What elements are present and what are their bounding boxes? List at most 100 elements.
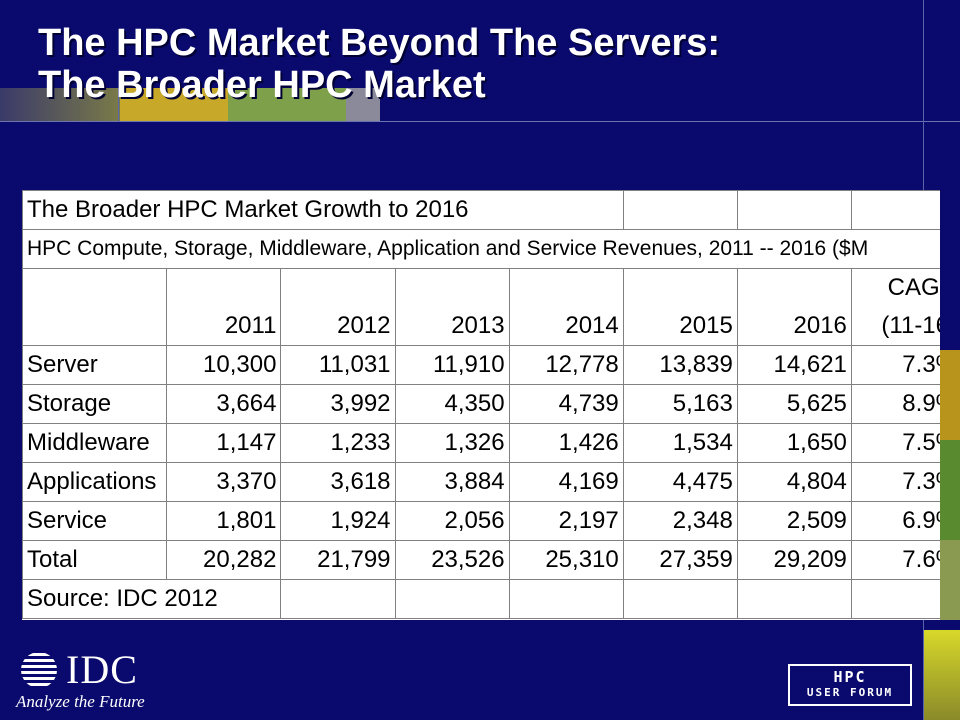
- idc-wordmark: IDC: [66, 647, 138, 692]
- table-subtitle-row: HPC Compute, Storage, Middleware, Applic…: [22, 229, 940, 269]
- slide-title: The HPC Market Beyond The Servers: The B…: [38, 22, 720, 106]
- hpc-user-forum-logo: HPC USER FORUM: [788, 664, 912, 706]
- market-growth-table: The Broader HPC Market Growth to 2016 HP…: [22, 190, 940, 619]
- table-row: Storage 3,664 3,992 4,350 4,739 5,163 5,625 8.9…: [22, 384, 940, 424]
- cagr-header-line-2: (11-16): [881, 312, 940, 339]
- idc-tagline: Analyze the Future: [16, 692, 145, 711]
- revenue-cell: 5,163: [622, 384, 738, 424]
- revenue-cell: 21,799: [280, 540, 396, 580]
- cagr-header-line-1: CAGR: [887, 274, 940, 301]
- idc-logo: IDC Analyze the Future: [16, 650, 145, 712]
- revenue-cell: 1,650: [736, 423, 852, 463]
- revenue-cell: 3,664: [166, 384, 282, 424]
- table-title: The Broader HPC Market Growth to 2016: [22, 190, 624, 230]
- globe-icon: [21, 653, 57, 686]
- slide-title-line-1: The HPC Market Beyond The Servers:: [38, 22, 721, 64]
- forum-logo-line-2: USER FORUM: [806, 686, 894, 699]
- empty-cell: [508, 579, 624, 619]
- cagr-cell: 7.5%: [850, 423, 940, 463]
- table-row: Middleware 1,147 1,233 1,326 1,426 1,534 1,650…: [22, 423, 940, 463]
- revenue-cell: 4,475: [622, 462, 738, 502]
- revenue-cell: 10,300: [166, 345, 282, 385]
- revenue-cell: 1,801: [166, 501, 282, 541]
- empty-cell: [622, 579, 738, 619]
- empty-cell: [736, 579, 852, 619]
- empty-cell: [850, 579, 940, 619]
- table-row: Total 20,282 21,799 23,526 25,310 27,359 29,20…: [22, 540, 940, 580]
- empty-cell: [394, 579, 510, 619]
- banner-stripe-4: [346, 88, 380, 122]
- year-header: 2014: [508, 268, 624, 346]
- revenue-cell: 11,910: [394, 345, 510, 385]
- revenue-cell: 1,534: [622, 423, 738, 463]
- revenue-cell: 3,370: [166, 462, 282, 502]
- table-header-row: 2011 2012 2013 2014 2015 2016 CAGR (11-1…: [22, 268, 940, 346]
- revenue-cell: 27,359: [622, 540, 738, 580]
- edge-block: [924, 630, 960, 720]
- revenue-cell: 3,884: [394, 462, 510, 502]
- cagr-cell: 7.3%: [850, 345, 940, 385]
- revenue-cell: 2,197: [508, 501, 624, 541]
- revenue-cell: 4,804: [736, 462, 852, 502]
- revenue-cell: 29,209: [736, 540, 852, 580]
- revenue-cell: 14,621: [736, 345, 852, 385]
- year-header: 2015: [622, 268, 738, 346]
- empty-cell: [736, 190, 852, 230]
- forum-logo-line-1: HPC: [833, 668, 867, 686]
- revenue-cell: 1,924: [280, 501, 396, 541]
- cagr-header: CAGR (11-16): [850, 268, 940, 346]
- revenue-cell: 2,056: [394, 501, 510, 541]
- cagr-cell: 8.9%: [850, 384, 940, 424]
- cagr-cell: 6.9%: [850, 501, 940, 541]
- empty-cell: [622, 190, 738, 230]
- revenue-cell: 3,618: [280, 462, 396, 502]
- row-label: Total: [22, 540, 168, 580]
- revenue-cell: 11,031: [280, 345, 396, 385]
- revenue-cell: 23,526: [394, 540, 510, 580]
- row-label: Service: [22, 501, 168, 541]
- table-source-row: Source: IDC 2012: [22, 579, 940, 619]
- table-row: Service 1,801 1,924 2,056 2,197 2,348 2,509 6.9…: [22, 501, 940, 541]
- revenue-cell: 20,282: [166, 540, 282, 580]
- table-subtitle: HPC Compute, Storage, Middleware, Applic…: [22, 229, 940, 269]
- revenue-cell: 2,348: [622, 501, 738, 541]
- revenue-cell: 4,350: [394, 384, 510, 424]
- banner-stripe-2: [120, 88, 228, 122]
- revenue-cell: 13,839: [622, 345, 738, 385]
- banner-rule: [0, 121, 960, 122]
- header-corner: [22, 268, 168, 346]
- revenue-cell: 4,169: [508, 462, 624, 502]
- revenue-cell: 12,778: [508, 345, 624, 385]
- year-header: 2013: [394, 268, 510, 346]
- table-body: Server 10,300 11,031 11,910 12,778 13,839 14,6…: [22, 345, 940, 580]
- banner-stripe-3: [228, 88, 346, 122]
- table-row: Server 10,300 11,031 11,910 12,778 13,839 14,6…: [22, 345, 940, 385]
- year-header: 2012: [280, 268, 396, 346]
- cagr-cell: 7.3%: [850, 462, 940, 502]
- revenue-cell: 2,509: [736, 501, 852, 541]
- cagr-cell: 7.6%: [850, 540, 940, 580]
- divider-line: [118, 88, 119, 122]
- revenue-cell: 1,426: [508, 423, 624, 463]
- table-title-row: The Broader HPC Market Growth to 2016: [22, 190, 940, 230]
- revenue-cell: 1,326: [394, 423, 510, 463]
- revenue-cell: 4,739: [508, 384, 624, 424]
- empty-cell: [850, 190, 940, 230]
- banner-stripe-1: [0, 88, 120, 122]
- year-header: 2011: [166, 268, 282, 346]
- row-label: Applications: [22, 462, 168, 502]
- table-row: Applications 3,370 3,618 3,884 4,169 4,475 4,8…: [22, 462, 940, 502]
- revenue-cell: 1,147: [166, 423, 282, 463]
- slide-title-line-2: The Broader HPC Market: [38, 64, 486, 106]
- row-label: Middleware: [22, 423, 168, 463]
- market-table-container: The Broader HPC Market Growth to 2016 HP…: [22, 190, 940, 620]
- year-header: 2016: [736, 268, 852, 346]
- table-source: Source: IDC 2012: [22, 579, 282, 619]
- revenue-cell: 25,310: [508, 540, 624, 580]
- revenue-cell: 1,233: [280, 423, 396, 463]
- row-label: Server: [22, 345, 168, 385]
- row-label: Storage: [22, 384, 168, 424]
- revenue-cell: 5,625: [736, 384, 852, 424]
- empty-cell: [280, 579, 396, 619]
- revenue-cell: 3,992: [280, 384, 396, 424]
